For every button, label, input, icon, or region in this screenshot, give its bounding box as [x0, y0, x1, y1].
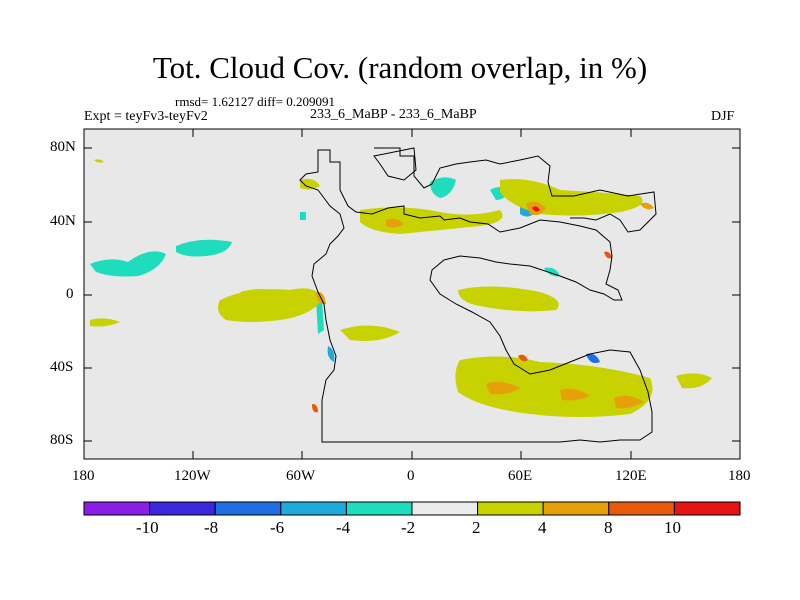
lon-label-120w: 120W — [174, 468, 211, 484]
eurasia-outline — [374, 147, 657, 233]
colorbar-label: -6 — [270, 518, 285, 537]
colorbar-swatch — [214, 501, 282, 516]
lon-label-180e: 180 — [728, 468, 751, 484]
lon-label-120e: 120E — [615, 468, 647, 484]
colorbar-label: -10 — [136, 518, 159, 537]
colorbar-swatch — [280, 501, 347, 516]
experiment-label: Expt = teyFv3-teyFv2 — [84, 109, 208, 124]
colorbar — [83, 501, 741, 516]
anomaly-negative-pacific-north — [176, 239, 232, 257]
colorbar-label: -4 — [336, 518, 351, 537]
anomaly-positive-na-west — [300, 178, 320, 190]
anomaly-positive-pacific-west — [90, 318, 120, 327]
anomaly-positive-southern-ocean — [455, 356, 653, 417]
map-background — [84, 129, 740, 459]
lon-label-60w: 60W — [286, 468, 316, 484]
anomaly-negative-europe — [430, 177, 456, 198]
lon-label-60e: 60E — [508, 468, 533, 484]
comparison-label: 233_6_MaBP - 233_6_MaBP — [310, 107, 477, 122]
anomaly-negative-na — [300, 212, 306, 220]
lat-label-40n: 40N — [50, 213, 76, 229]
anomaly-positive-high-china — [604, 251, 612, 259]
lon-label-0: 0 — [407, 468, 415, 484]
colorbar-swatch — [149, 501, 216, 516]
lon-label-180w: 180 — [72, 468, 95, 484]
landmass-outline — [299, 149, 653, 443]
anomaly-positive-high-s-america — [312, 404, 318, 413]
stats-text: rmsd= 1.62127 diff= 0.209091 — [175, 94, 335, 109]
anomaly-positive-mid-southern-3 — [614, 395, 644, 409]
cloud-anomaly-fields — [90, 159, 712, 417]
colorbar-swatch — [673, 501, 741, 516]
greenland-outline — [373, 147, 417, 181]
colorbar-label: 10 — [664, 518, 681, 537]
colorbar-swatch — [345, 501, 413, 516]
colorbar-label: 2 — [472, 518, 481, 537]
anomaly-positive-mid-japan — [640, 202, 654, 210]
axis-ticks — [84, 129, 740, 459]
chart-title: Tot. Cloud Cov. (random overlap, in %) — [152, 50, 648, 85]
anomaly-positive-africa — [458, 286, 559, 312]
colorbar-label: -8 — [204, 518, 219, 537]
anomaly-positive-mid-southern-2 — [560, 388, 590, 401]
lat-label-0: 0 — [66, 286, 74, 302]
lat-label-80s: 80S — [50, 432, 74, 448]
anomaly-positive-arctic — [94, 159, 104, 163]
anomaly-negative-pacific — [90, 251, 166, 277]
anomaly-positive-high-indian — [518, 354, 528, 362]
anomaly-positive-pacific-east — [676, 373, 712, 389]
lat-label-80n: 80N — [50, 139, 76, 155]
continent-outlines — [299, 147, 657, 443]
colorbar-swatch — [477, 501, 544, 516]
anomaly-positive-mid-atlantic — [386, 218, 404, 228]
colorbar-swatch — [411, 501, 479, 516]
anomaly-positive-high-asia — [532, 206, 540, 212]
colorbar-label: 4 — [538, 518, 547, 537]
anomaly-positive-atlantic-south — [340, 325, 400, 341]
anomaly-positive-mid-southern-1 — [486, 381, 520, 395]
anomaly-negative-s-america — [316, 300, 324, 334]
colorbar-label: -2 — [401, 518, 416, 537]
colorbar-label: 8 — [604, 518, 613, 537]
anomaly-positive-pacific-2 — [240, 289, 280, 298]
anomaly-negative-indian — [586, 353, 600, 363]
colorbar-swatch — [83, 501, 151, 516]
season-label: DJF — [711, 109, 735, 124]
colorbar-swatch — [542, 501, 610, 516]
anomaly-positive-pacific — [218, 288, 322, 322]
colorbar-swatch — [608, 501, 675, 516]
anomaly-negative-s-america-2 — [327, 346, 335, 362]
lat-label-40s: 40S — [50, 359, 74, 375]
